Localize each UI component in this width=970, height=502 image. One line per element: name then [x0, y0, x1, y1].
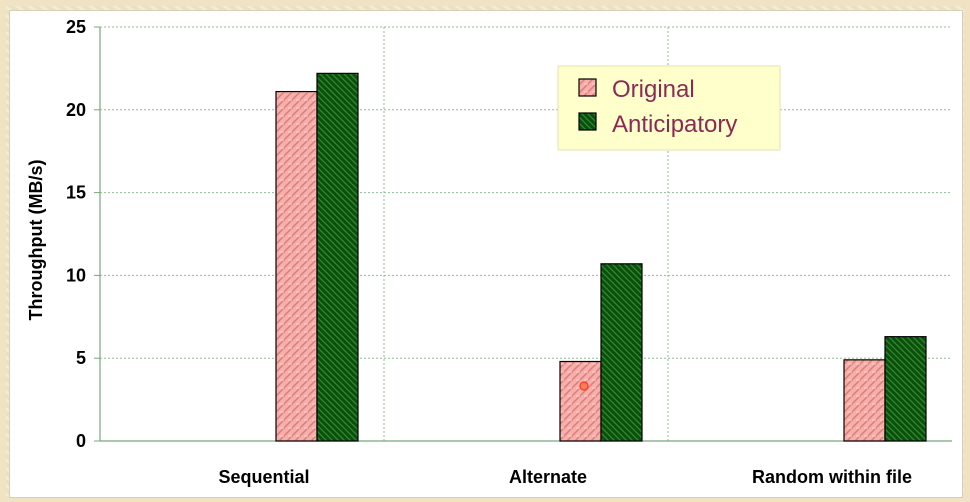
y-tick-label: 15 [66, 183, 86, 203]
bar-anticipatory [600, 263, 643, 442]
y-axis-label: Throughput (MB/s) [26, 160, 46, 321]
y-tick-labels: 0 5 10 15 20 25 [66, 17, 86, 451]
bar-anticipatory [884, 336, 927, 442]
legend-swatch-anticipatory [578, 112, 597, 131]
legend-swatch-original [578, 78, 597, 97]
y-tick-label: 25 [66, 17, 86, 37]
cursor-dot [579, 381, 589, 391]
x-category-label: Random within file [752, 467, 912, 487]
legend: Original Anticipatory [557, 65, 781, 151]
x-category-labels: Sequential Alternate Random within file [218, 467, 912, 487]
legend-label-original: Original [612, 76, 695, 103]
y-tick-label: 0 [76, 431, 86, 451]
grid-lines [100, 26, 952, 441]
bars [275, 72, 927, 442]
bar-original [275, 90, 318, 442]
legend-label-anticipatory: Anticipatory [612, 111, 737, 138]
x-category-label: Alternate [509, 467, 587, 487]
bar-original [843, 359, 886, 442]
x-category-label: Sequential [218, 467, 309, 487]
chart-panel [9, 10, 963, 498]
y-tick-label: 20 [66, 100, 86, 120]
bar-anticipatory [316, 72, 359, 442]
bar-original [559, 360, 602, 442]
y-tick-label: 10 [66, 265, 86, 285]
y-tick-label: 5 [76, 348, 86, 368]
axes [94, 26, 952, 442]
